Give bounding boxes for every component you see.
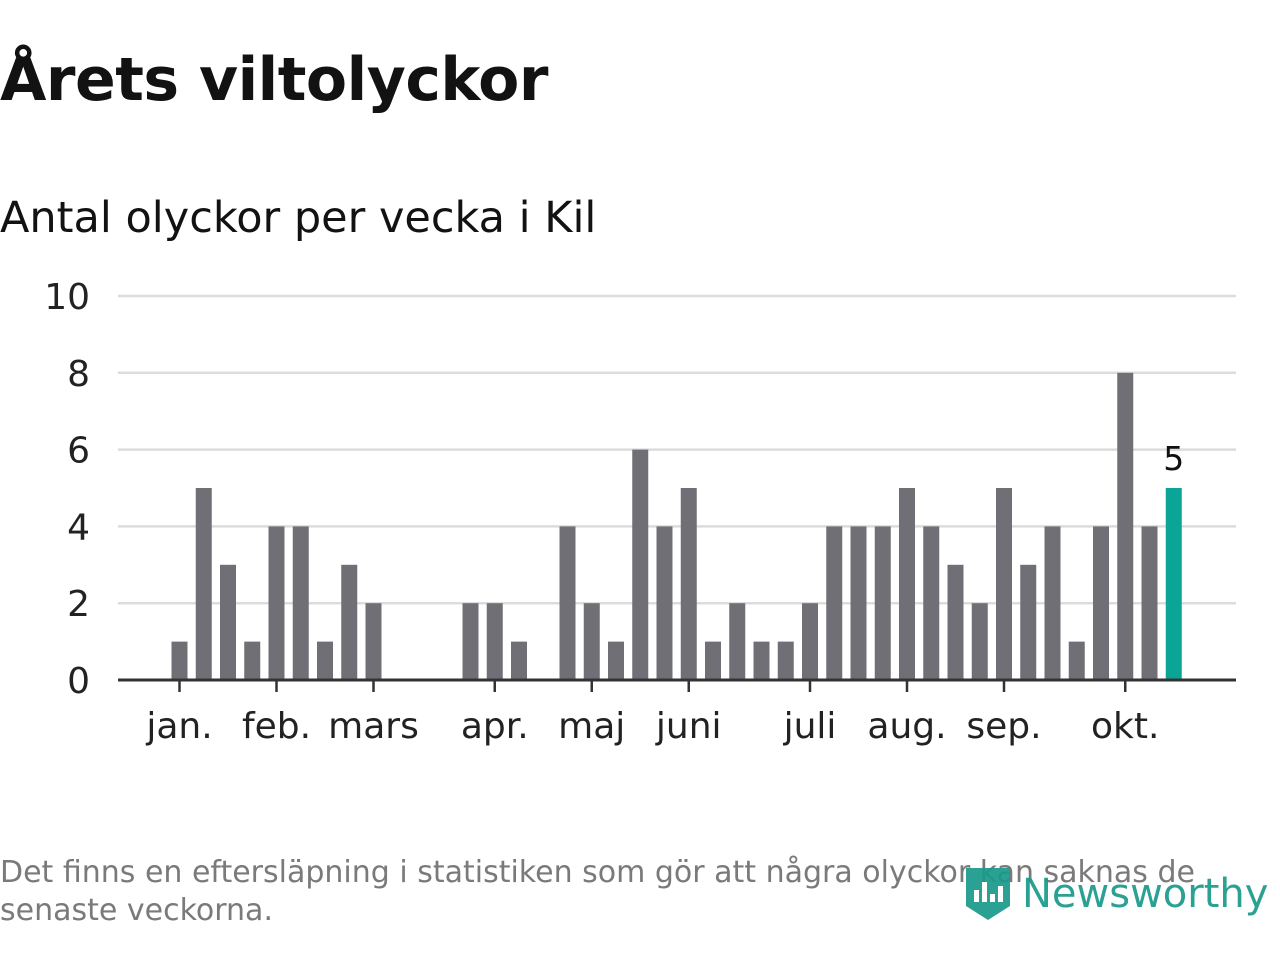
bar-week-9 bbox=[365, 603, 382, 680]
y-tick-label: 0 bbox=[67, 661, 90, 702]
bar-week-26 bbox=[777, 641, 794, 680]
bar-week-3 bbox=[220, 564, 236, 680]
bar-week-23 bbox=[705, 641, 721, 680]
bar-week-21 bbox=[656, 526, 673, 680]
bar-week-2 bbox=[195, 488, 212, 680]
latest-value-label: 5 bbox=[1163, 439, 1184, 478]
bars bbox=[171, 372, 1182, 680]
x-tick-label: mars bbox=[328, 706, 419, 747]
bar-week-29 bbox=[850, 526, 867, 680]
x-tick-label: juni bbox=[655, 706, 722, 747]
bar-week-39 bbox=[1093, 526, 1109, 680]
y-tick-label: 4 bbox=[67, 507, 90, 548]
bar-week-14 bbox=[486, 603, 503, 680]
x-tick-label: feb. bbox=[242, 706, 311, 747]
x-tick-label: juli bbox=[783, 706, 837, 747]
y-tick-label: 2 bbox=[67, 584, 90, 625]
bar-week-6 bbox=[292, 526, 309, 680]
x-tick-label: jan. bbox=[145, 706, 212, 747]
bar-week-15 bbox=[511, 641, 527, 680]
bar-week-28 bbox=[826, 526, 843, 680]
weekly-accidents-bar-chart: 0 2 4 6 8 10 jan. feb. mars apr. maj juni juli aug. s… bbox=[44, 277, 1236, 747]
bar-week-5 bbox=[268, 526, 285, 680]
chart-subtitle: Antal olyckor per vecka i Kil bbox=[0, 193, 597, 243]
bar-week-38 bbox=[1068, 641, 1085, 680]
chart-title: Årets viltolyckor bbox=[0, 45, 549, 115]
bar-week-33 bbox=[947, 564, 964, 680]
bar-week-20 bbox=[632, 449, 649, 680]
newsworthy-logo-icon bbox=[966, 868, 1010, 920]
x-tick-label: maj bbox=[558, 706, 625, 747]
bar-week-30 bbox=[874, 526, 891, 680]
bar-week-40 bbox=[1117, 372, 1134, 680]
x-axis: jan. feb. mars apr. maj juni juli aug. sep. okt. bbox=[118, 678, 1236, 747]
bar-week-1 bbox=[171, 641, 188, 680]
x-tick-label: apr. bbox=[461, 706, 529, 747]
newsworthy-logo: Newsworthy bbox=[962, 862, 1268, 926]
y-tick-label: 10 bbox=[44, 277, 90, 318]
bar-week-18 bbox=[583, 603, 600, 680]
bar-week-17 bbox=[559, 526, 576, 680]
y-tick-label: 6 bbox=[67, 431, 90, 472]
bar-week-32 bbox=[923, 526, 940, 680]
bar-week-37 bbox=[1044, 526, 1061, 680]
bar-week-31 bbox=[899, 488, 915, 680]
bar-week-41 bbox=[1141, 526, 1158, 680]
bar-week-24 bbox=[729, 603, 746, 680]
bar-week-27 bbox=[802, 603, 818, 680]
x-tick-label: aug. bbox=[867, 706, 946, 747]
logo-text: Newsworthy bbox=[1022, 871, 1269, 917]
x-tick-label: sep. bbox=[966, 706, 1041, 747]
bar-week-22 bbox=[680, 488, 697, 680]
bar-week-4 bbox=[244, 641, 261, 680]
y-axis-ticks: 0 2 4 6 8 10 bbox=[44, 277, 90, 702]
value-labels: 5 bbox=[1163, 439, 1184, 478]
bar-week-7 bbox=[317, 641, 333, 680]
bar-week-34 bbox=[971, 603, 988, 680]
gridlines bbox=[118, 294, 1236, 605]
bar-week-8 bbox=[341, 564, 358, 680]
bar-week-13 bbox=[462, 603, 479, 680]
bar-latest-week bbox=[1165, 488, 1182, 680]
y-tick-label: 8 bbox=[67, 354, 90, 395]
bar-week-25 bbox=[753, 641, 770, 680]
bar-week-19 bbox=[608, 641, 624, 680]
x-tick-label: okt. bbox=[1091, 706, 1159, 747]
bar-week-36 bbox=[1020, 564, 1037, 680]
bar-week-35 bbox=[996, 488, 1012, 680]
